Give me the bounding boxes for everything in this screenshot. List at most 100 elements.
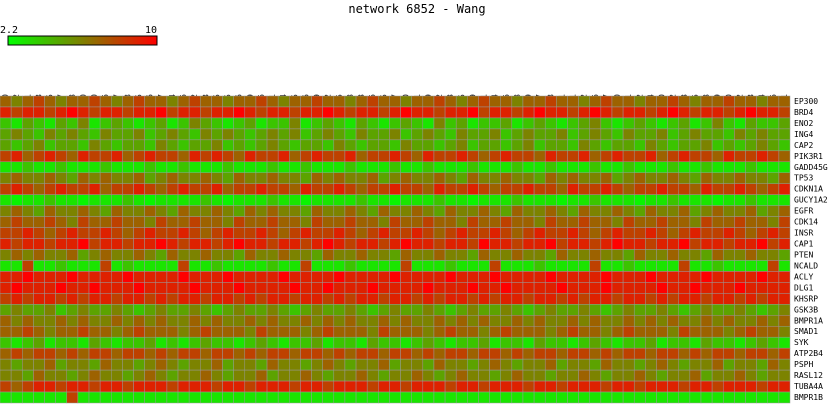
- heatmap-cell: [366, 150, 379, 163]
- heatmap-cell: [745, 304, 757, 316]
- heatmap-cell: [233, 227, 246, 239]
- heatmap-cell: [767, 139, 780, 152]
- heatmap-cell: [177, 249, 190, 261]
- heatmap-cell: [0, 227, 12, 239]
- heatmap-cell: [711, 391, 724, 404]
- heatmap-cell: [144, 117, 157, 130]
- heatmap-cell: [22, 128, 34, 141]
- heatmap-cell: [511, 194, 524, 206]
- heatmap-cell: [678, 315, 691, 327]
- heatmap-cell: [300, 205, 312, 217]
- heatmap-cell: [355, 293, 368, 305]
- heatmap-cell: [633, 106, 646, 119]
- heatmap-cell: [366, 216, 379, 228]
- heatmap-cell: [144, 293, 157, 305]
- heatmap-cell: [500, 238, 513, 250]
- heatmap-cell: [166, 238, 179, 250]
- heatmap-cell: [778, 216, 791, 228]
- heatmap-cell: [266, 260, 279, 272]
- heatmap-cell: [433, 391, 446, 404]
- heatmap-cell: [366, 304, 379, 316]
- heatmap-cell: [411, 238, 424, 250]
- heatmap-cell: [700, 380, 713, 393]
- heatmap-cell: [311, 194, 323, 206]
- heatmap-cell: [344, 326, 357, 338]
- heatmap-cell: [467, 380, 479, 393]
- heatmap-cell: [544, 260, 557, 272]
- heatmap-cell: [478, 117, 490, 130]
- heatmap-cell: [55, 128, 68, 141]
- heatmap-cell: [133, 260, 145, 272]
- heatmap-cell: [411, 304, 424, 316]
- heatmap-cell: [444, 172, 457, 184]
- heatmap-cell: [77, 117, 90, 130]
- row-label: PIK3R1: [794, 152, 823, 161]
- heatmap-cell: [0, 194, 12, 206]
- heatmap-cell: [489, 216, 501, 228]
- heatmap-cell: [600, 260, 613, 272]
- heatmap-cell: [600, 315, 613, 327]
- row-label: EP300: [794, 97, 818, 106]
- heatmap-cell: [745, 238, 757, 250]
- heatmap-cell: [0, 117, 12, 130]
- heatmap-cell: [133, 194, 145, 206]
- heatmap-cell: [200, 347, 212, 360]
- heatmap-cell: [411, 161, 424, 174]
- heatmap-cell: [578, 172, 590, 184]
- row-label: RASL12: [794, 371, 823, 380]
- heatmap-cell: [678, 227, 691, 239]
- heatmap-cell: [589, 304, 602, 316]
- heatmap-cell: [155, 161, 168, 174]
- heatmap-cell: [411, 205, 424, 217]
- heatmap-cell: [66, 336, 79, 349]
- heatmap-cell: [22, 260, 34, 272]
- heatmap-cell: [77, 380, 90, 393]
- heatmap-cell: [77, 161, 90, 174]
- heatmap-cell: [177, 358, 190, 371]
- heatmap-cell: [144, 271, 157, 283]
- heatmap-cell: [289, 117, 301, 130]
- heatmap-cell: [711, 161, 724, 174]
- heatmap-cell: [478, 150, 490, 163]
- heatmap-cell: [645, 95, 657, 108]
- heatmap-cell: [544, 369, 557, 382]
- heatmap-cell: [311, 205, 323, 217]
- heatmap-cell: [600, 128, 613, 141]
- heatmap-cell: [122, 304, 134, 316]
- heatmap-cell: [311, 183, 323, 195]
- heatmap-cell: [133, 380, 145, 393]
- heatmap-cell: [22, 183, 34, 195]
- heatmap-cell: [188, 380, 201, 393]
- heatmap-cell: [689, 260, 702, 272]
- heatmap-cell: [711, 106, 724, 119]
- heatmap-cell: [233, 172, 246, 184]
- heatmap-cell: [455, 380, 468, 393]
- heatmap-cell: [500, 380, 513, 393]
- heatmap-cell: [422, 227, 435, 239]
- heatmap-cell: [311, 172, 323, 184]
- heatmap-cell: [389, 95, 401, 108]
- row-label: CDK14: [794, 218, 818, 227]
- heatmap-cell: [66, 194, 79, 206]
- heatmap-cell: [411, 216, 424, 228]
- heatmap-cell: [478, 205, 490, 217]
- heatmap-cell: [511, 161, 524, 174]
- heatmap-cell: [0, 216, 12, 228]
- heatmap-cell: [66, 304, 79, 316]
- heatmap-cell: [200, 183, 212, 195]
- heatmap-cell: [166, 205, 179, 217]
- heatmap-cell: [244, 128, 257, 141]
- heatmap-cell: [222, 249, 234, 261]
- heatmap-cell: [455, 183, 468, 195]
- heatmap-cell: [478, 282, 490, 294]
- heatmap-cell: [489, 205, 501, 217]
- heatmap-cell: [734, 117, 746, 130]
- heatmap-cell: [233, 205, 246, 217]
- heatmap-cell: [166, 150, 179, 163]
- heatmap-cell: [611, 172, 624, 184]
- heatmap-cell: [611, 117, 624, 130]
- heatmap-cell: [578, 194, 590, 206]
- heatmap-cell: [155, 315, 168, 327]
